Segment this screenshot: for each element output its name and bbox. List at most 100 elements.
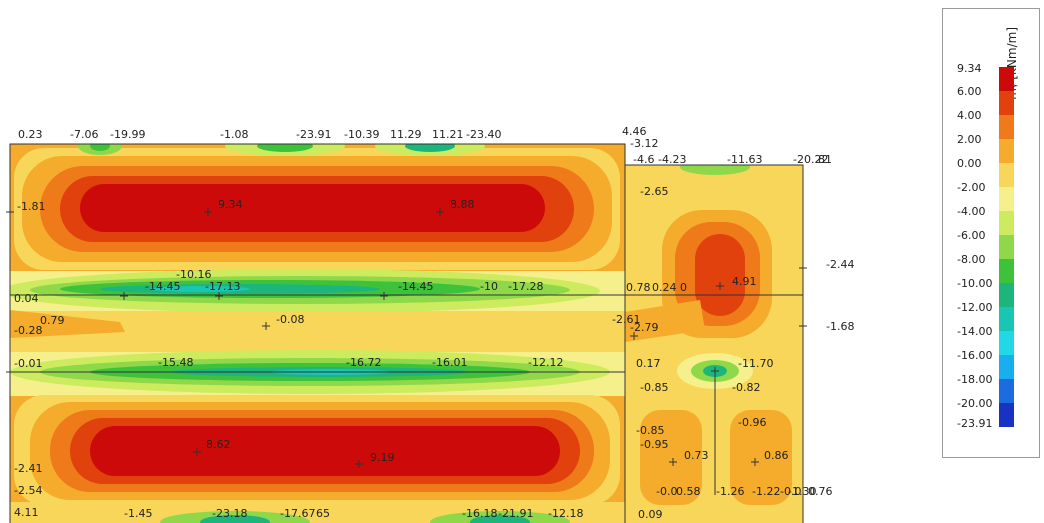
value-label: 0.76 xyxy=(808,485,833,498)
value-label: 0.86 xyxy=(764,449,789,462)
value-label: -10.16 xyxy=(176,268,211,281)
plus-marker xyxy=(355,460,363,468)
legend-label: -2.00 xyxy=(957,181,986,194)
legend-label: -20.00 xyxy=(957,397,993,410)
legend-label: 2.00 xyxy=(957,133,982,146)
legend-swatch xyxy=(999,163,1014,187)
plus-marker xyxy=(799,322,807,330)
legend-label: -16.00 xyxy=(957,349,993,362)
value-label: -11.63 xyxy=(727,153,762,166)
legend-swatch xyxy=(999,115,1014,139)
max-value-label: 8.88 xyxy=(450,198,475,211)
value-label: -1.08 xyxy=(220,128,248,141)
plus-marker xyxy=(215,292,223,300)
max-value-label: 9.34 xyxy=(218,198,243,211)
plus-marker xyxy=(380,292,388,300)
value-label: -14.45 xyxy=(145,280,180,293)
color-legend: mᵧ [kNm/m] 9.34 6.00 4.00 2.00 0.00 -2.0… xyxy=(942,8,1040,458)
value-label: -2.54 xyxy=(14,484,42,497)
value-label: -15.48 xyxy=(158,356,193,369)
value-label: -1.45 xyxy=(124,507,152,520)
neg-band-upper-cyan xyxy=(150,286,250,292)
value-label: -4.23 xyxy=(658,153,686,166)
value-label: 81 xyxy=(818,153,832,166)
bottom-edge-spot-1b xyxy=(200,515,270,523)
mid-strip-left-lobe xyxy=(10,310,125,338)
contour-plot: 0.23 -7.06 -19.99 -1.08 -23.91 -10.39 11… xyxy=(6,125,854,523)
value-label: 0.17 xyxy=(636,357,661,370)
value-label: -20.22 xyxy=(793,153,828,166)
plus-marker xyxy=(436,208,444,216)
value-label: -19.99 xyxy=(110,128,145,141)
value-labels: 0.23 -7.06 -19.99 -1.08 -23.91 -10.39 11… xyxy=(14,125,854,521)
legend-label: -14.00 xyxy=(957,325,993,338)
max-value-label: 9.19 xyxy=(370,451,395,464)
value-label: -11.70 xyxy=(738,357,773,370)
legend-label: 0.00 xyxy=(957,157,982,170)
value-label: -10.39 xyxy=(344,128,379,141)
value-label: -2.79 xyxy=(630,321,658,334)
legend-swatch xyxy=(999,91,1014,115)
legend-label: -12.00 xyxy=(957,301,993,314)
upper-band-red xyxy=(80,184,545,232)
value-label: 0.04 xyxy=(14,292,39,305)
value-label: -3.12 xyxy=(630,137,658,150)
value-label: -2.61 xyxy=(612,313,640,326)
value-label: 0.79 xyxy=(40,314,65,327)
value-label: -16.01 xyxy=(432,356,467,369)
value-label: -4.6 xyxy=(633,153,654,166)
legend-label: -4.00 xyxy=(957,205,986,218)
value-label: -21.91 xyxy=(498,507,533,520)
legend-swatch xyxy=(999,355,1014,379)
legend-swatch xyxy=(999,235,1014,259)
top-edge-spot-2b xyxy=(257,144,313,152)
legend-swatch xyxy=(999,139,1014,163)
legend-label: 9.34 xyxy=(957,62,982,75)
value-label: -16.72 xyxy=(346,356,381,369)
extremum-markers xyxy=(6,208,807,468)
value-label: 0.58 xyxy=(676,485,701,498)
value-label: -1.68 xyxy=(826,320,854,333)
value-label: -12.12 xyxy=(528,356,563,369)
right-left-wedge xyxy=(625,300,705,342)
value-label: 0.24 xyxy=(652,281,677,294)
max-value-label: 8.62 xyxy=(206,438,231,451)
value-label: -0.01 xyxy=(14,357,42,370)
value-label: -17.13 xyxy=(205,280,240,293)
legend-label: -18.00 xyxy=(957,373,993,386)
value-label: -0.85 xyxy=(640,381,668,394)
legend-swatch xyxy=(999,67,1014,91)
value-label: -0.28 xyxy=(14,324,42,337)
value-label: -12.18 xyxy=(548,507,583,520)
value-label: -0.95 xyxy=(640,438,668,451)
value-label: -0.08 xyxy=(276,313,304,326)
legend-label: 6.00 xyxy=(957,85,982,98)
value-label: -17.67 xyxy=(280,507,315,520)
value-label: -0.0 xyxy=(656,485,677,498)
value-label: -1.81 xyxy=(17,200,45,213)
value-label: 11.21 xyxy=(432,128,464,141)
value-label: -2.41 xyxy=(14,462,42,475)
value-label: -0.0 xyxy=(780,485,801,498)
value-label: -23.18 xyxy=(212,507,247,520)
legend-swatch xyxy=(999,307,1014,331)
value-label: 4.46 xyxy=(622,125,647,138)
legend-label: -23.91 xyxy=(957,417,993,430)
right-panel-contours xyxy=(625,165,803,523)
main-slab-contours xyxy=(10,144,625,523)
legend-swatch xyxy=(999,403,1014,427)
value-label: -0.96 xyxy=(738,416,766,429)
slab-outlines xyxy=(9,143,804,523)
value-label: 0.09 xyxy=(638,508,663,521)
value-label: -7.06 xyxy=(70,128,98,141)
value-label: -10 xyxy=(480,280,498,293)
plus-marker xyxy=(716,282,724,290)
value-label: 0.78 xyxy=(626,281,651,294)
right-top-spot xyxy=(680,165,750,175)
plus-marker xyxy=(630,332,638,340)
legend-swatch xyxy=(999,187,1014,211)
plus-marker xyxy=(669,458,677,466)
legend-label: -10.00 xyxy=(957,277,993,290)
value-label: -23.91 xyxy=(296,128,331,141)
plus-marker xyxy=(711,367,719,375)
